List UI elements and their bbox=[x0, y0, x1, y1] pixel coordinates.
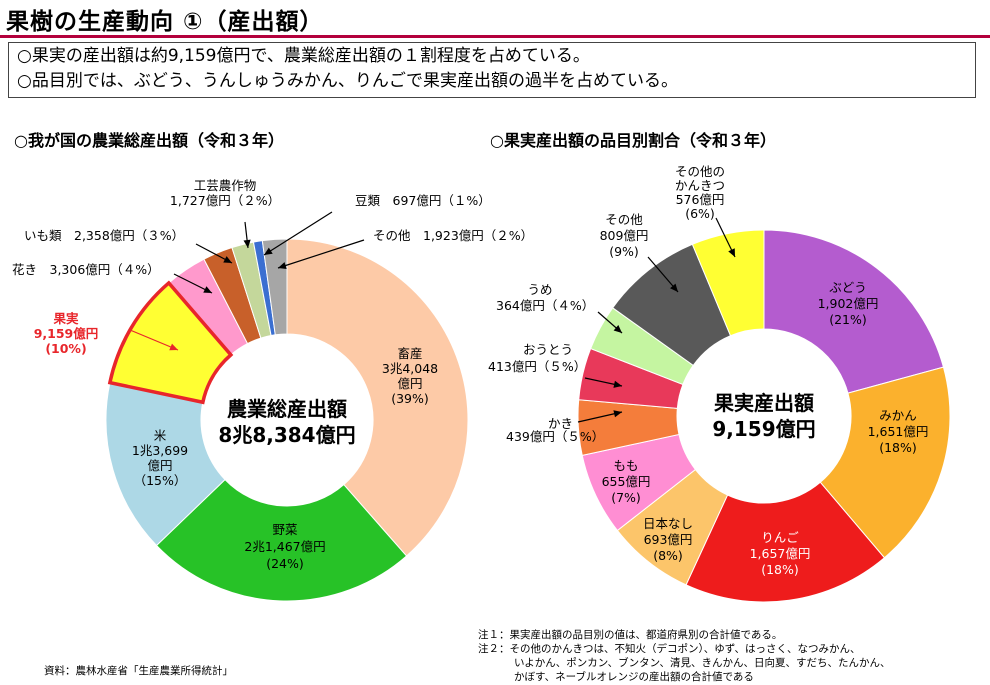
agri-label-industrial-crops: 工芸農作物 bbox=[194, 178, 257, 193]
agri-label-rice: 米 bbox=[154, 428, 167, 443]
agri-output-donut-chart: 農業総産出額8兆8,384億円畜産3兆4,048億円(39%)野菜2兆1,467… bbox=[12, 178, 533, 602]
agri-beans-arrow bbox=[263, 211, 333, 256]
fruit-label-other: その他 bbox=[605, 212, 643, 227]
fruit-label-japanese-pear: 693億円 bbox=[644, 532, 693, 547]
agri-slice-2 bbox=[105, 382, 226, 547]
fruit-other-citrus-arrow-head bbox=[728, 248, 735, 257]
agri-label-fruit: 9,159億円 bbox=[34, 326, 99, 341]
fruit-persimmon-arrow-head bbox=[613, 410, 622, 418]
fruit-label-japanese-pear: 日本なし bbox=[643, 516, 693, 531]
fruit-output-donut-chart: 果実産出額9,159億円ぶどう1,902億円(21%)みかん1,651億円(18… bbox=[488, 164, 951, 603]
agri-label-fruit: 果実 bbox=[52, 311, 79, 326]
fruit-label-peach: もも bbox=[613, 458, 638, 473]
agri-label-livestock: (39%) bbox=[391, 391, 429, 406]
fruit-slice-0 bbox=[763, 229, 945, 394]
agri-fruit-highlight bbox=[107, 280, 234, 405]
summary-line-1: ○果実の産出額は約9,159億円で、農業総産出額の１割程度を占めている。 bbox=[17, 46, 590, 66]
fruit-label-persimmon-value: 439億円（５%） bbox=[506, 429, 604, 444]
agri-label-rice: 億円 bbox=[147, 458, 172, 473]
agri-label-rice: （15%） bbox=[134, 473, 187, 488]
fruit-label-apple: (18%) bbox=[761, 562, 799, 577]
summary-line-2: ○品目別では、ぶどう、うんしゅうみかん、りんごで果実産出額の過半を占めている。 bbox=[17, 71, 679, 91]
agri-slice-1 bbox=[155, 478, 408, 602]
note-1: 注１：果実産出額の品目別の値は、都道府県別の合計値である。 bbox=[478, 629, 783, 641]
fruit-other-arrow-head bbox=[670, 283, 678, 292]
agri-fruit-arrow-head bbox=[169, 343, 178, 351]
agri-label-rice: 1兆3,699 bbox=[132, 443, 188, 458]
source-note: 資料：農林水産省「生産農業所得統計」 bbox=[44, 665, 233, 677]
summary-box: ○果実の産出額は約9,159億円で、農業総産出額の１割程度を占めている。 ○品目… bbox=[8, 42, 976, 98]
agri-label-vegetables: 野菜 bbox=[272, 522, 298, 537]
fruit-label-other: (9%) bbox=[609, 244, 639, 259]
agri-slice-8 bbox=[261, 238, 288, 336]
fruit-label-grape: (21%) bbox=[829, 312, 867, 327]
agri-label-fruit: (10%) bbox=[45, 341, 86, 356]
agri-label-other: その他 1,923億円（２%） bbox=[373, 228, 533, 243]
agri-other-arrow-head bbox=[278, 262, 287, 269]
fruit-label-other-citrus: その他の bbox=[675, 164, 725, 179]
agri-label-vegetables: 2兆1,467億円 bbox=[244, 539, 325, 554]
agri-other-arrow bbox=[277, 239, 365, 269]
fruit-label-ume-value: 364億円（４%） bbox=[496, 298, 594, 313]
note-2: 注２：その他のかんきつは、不知火（デコポン）、ゆず、はっさく、なつみかん、 bbox=[478, 643, 861, 655]
fruit-label-other-citrus: 576億円 bbox=[676, 192, 725, 207]
fruit-label-persimmon: かき bbox=[548, 416, 573, 431]
fruit-label-apple: りんご bbox=[761, 530, 799, 545]
fruit-label-other: 809億円 bbox=[600, 228, 649, 243]
agri-label-livestock: 億円 bbox=[397, 376, 422, 391]
agri-label-vegetables: (24%) bbox=[266, 556, 304, 571]
fruit-ume-arrow-head bbox=[613, 325, 622, 333]
fruit-slice-2 bbox=[685, 481, 886, 603]
fruit-cherry-arrow-head bbox=[613, 380, 622, 388]
agri-center-label: 農業総産出額 bbox=[227, 397, 347, 421]
fruit-label-japanese-pear: (8%) bbox=[653, 548, 683, 563]
fruit-label-cherry-value: 413億円（５%） bbox=[488, 359, 586, 374]
fruit-center-value: 9,159億円 bbox=[712, 417, 815, 441]
fruit-label-mikan: (18%) bbox=[879, 440, 917, 455]
fruit-center-label: 果実産出額 bbox=[714, 391, 814, 415]
fruit-label-grape: 1,902億円 bbox=[818, 296, 879, 311]
fruit-label-grape: ぶどう bbox=[829, 280, 867, 295]
page-title: 果樹の生産動向 ①（産出額） bbox=[6, 9, 324, 35]
fruit-label-other-citrus: かんきつ bbox=[675, 178, 725, 193]
fruit-slice-1 bbox=[819, 366, 951, 559]
fruit-label-cherry: おうとう bbox=[523, 342, 573, 357]
agri-slice-0 bbox=[286, 238, 469, 557]
fruit-label-peach: (7%) bbox=[611, 490, 641, 505]
agri-label-flowers: 花き 3,306億円（４%） bbox=[12, 262, 160, 277]
fruit-slice-9 bbox=[691, 229, 765, 337]
agri-industrial-arrow-head bbox=[243, 239, 251, 248]
title-underline bbox=[0, 35, 990, 38]
fruit-label-other-citrus: (6%) bbox=[685, 206, 715, 221]
right-chart-title: ○果実産出額の品目別割合（令和３年） bbox=[490, 131, 776, 150]
agri-label-beans: 豆類 697億円（１%） bbox=[355, 193, 491, 208]
agri-label-livestock: 畜産 bbox=[397, 346, 422, 361]
agri-label-industrial-crops: 1,727億円（２%） bbox=[170, 193, 280, 208]
fruit-label-ume: うめ bbox=[527, 282, 552, 297]
agri-label-livestock: 3兆4,048 bbox=[382, 361, 438, 376]
note-2-cont-1: いよかん、ポンカン、ブンタン、清見、きんかん、日向夏、すだち、たんかん、 bbox=[514, 657, 891, 669]
fruit-label-peach: 655億円 bbox=[602, 474, 651, 489]
agri-beans-arrow-head bbox=[264, 247, 273, 255]
fruit-label-mikan: 1,651億円 bbox=[868, 424, 929, 439]
agri-potatoes-arrow-head bbox=[223, 256, 232, 263]
left-chart-title: ○我が国の農業総産出額（令和３年） bbox=[14, 131, 284, 150]
agri-center-value: 8兆8,384億円 bbox=[218, 423, 355, 447]
fruit-label-mikan: みかん bbox=[879, 408, 917, 423]
agri-label-potatoes: いも類 2,358億円（３%） bbox=[24, 228, 184, 243]
agri-fruit-arrow bbox=[129, 329, 179, 351]
agri-flowers-arrow-head bbox=[203, 286, 212, 293]
note-2-cont-2: かぼす、ネーブルオレンジの産出額の合計値である bbox=[514, 671, 754, 683]
fruit-label-apple: 1,657億円 bbox=[750, 546, 811, 561]
